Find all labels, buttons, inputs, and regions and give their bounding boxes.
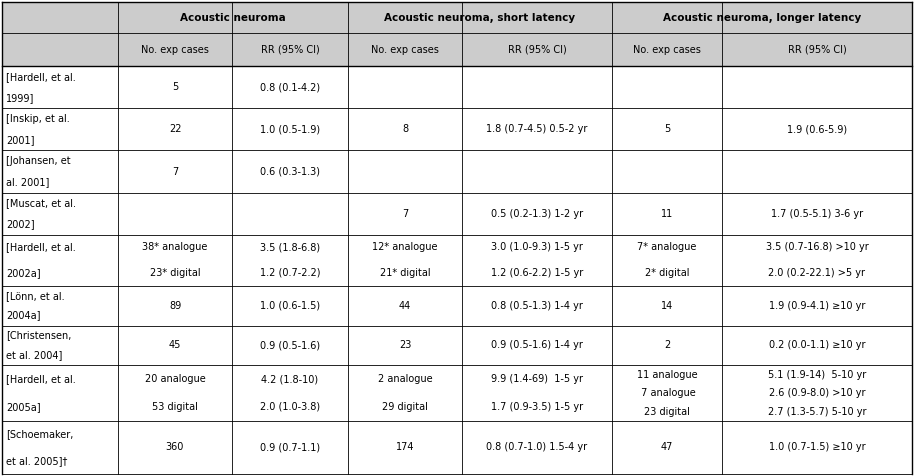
Text: 0.8 (0.1-4.2): 0.8 (0.1-4.2) bbox=[260, 82, 320, 92]
Bar bbox=[2, 33, 912, 66]
Text: Acoustic neuroma: Acoustic neuroma bbox=[180, 12, 286, 22]
Text: 0.9 (0.5-1.6) 1-4 yr: 0.9 (0.5-1.6) 1-4 yr bbox=[491, 340, 583, 350]
Text: 2* digital: 2* digital bbox=[644, 268, 689, 278]
Text: 23* digital: 23* digital bbox=[150, 268, 200, 278]
Text: 2002a]: 2002a] bbox=[6, 268, 40, 278]
Text: 174: 174 bbox=[396, 442, 414, 452]
Text: Acoustic neuroma, longer latency: Acoustic neuroma, longer latency bbox=[663, 12, 861, 22]
Text: al. 2001]: al. 2001] bbox=[6, 177, 49, 187]
Text: 23 digital: 23 digital bbox=[644, 407, 690, 416]
Text: 2: 2 bbox=[664, 340, 670, 350]
Text: [Schoemaker,: [Schoemaker, bbox=[6, 429, 73, 439]
Text: 2.0 (0.2-22.1) >5 yr: 2.0 (0.2-22.1) >5 yr bbox=[769, 268, 866, 278]
Text: 3.5 (1.8-6.8): 3.5 (1.8-6.8) bbox=[260, 242, 320, 252]
Text: 89: 89 bbox=[169, 300, 181, 310]
Text: 23: 23 bbox=[399, 340, 411, 350]
Text: 1.8 (0.7-4.5) 0.5-2 yr: 1.8 (0.7-4.5) 0.5-2 yr bbox=[486, 124, 588, 134]
Text: [Inskip, et al.: [Inskip, et al. bbox=[6, 114, 69, 124]
Text: 1.2 (0.7-2.2): 1.2 (0.7-2.2) bbox=[260, 268, 320, 278]
Text: [Christensen,: [Christensen, bbox=[6, 330, 71, 340]
Text: 3.0 (1.0-9.3) 1-5 yr: 3.0 (1.0-9.3) 1-5 yr bbox=[491, 242, 583, 252]
Text: 38* analogue: 38* analogue bbox=[143, 242, 207, 252]
Text: 29 digital: 29 digital bbox=[382, 402, 428, 412]
Text: 7: 7 bbox=[402, 208, 409, 218]
Text: RR (95% CI): RR (95% CI) bbox=[507, 45, 567, 55]
Text: 0.6 (0.3-1.3): 0.6 (0.3-1.3) bbox=[260, 167, 320, 177]
Text: [Hardell, et al.: [Hardell, et al. bbox=[6, 374, 76, 384]
Text: 1.7 (0.5-5.1) 3-6 yr: 1.7 (0.5-5.1) 3-6 yr bbox=[771, 208, 863, 218]
Text: 20 analogue: 20 analogue bbox=[144, 374, 206, 384]
Text: RR (95% CI): RR (95% CI) bbox=[788, 45, 846, 55]
Text: 2 analogue: 2 analogue bbox=[377, 374, 432, 384]
Text: 0.8 (0.5-1.3) 1-4 yr: 0.8 (0.5-1.3) 1-4 yr bbox=[491, 300, 583, 310]
Text: 0.5 (0.2-1.3) 1-2 yr: 0.5 (0.2-1.3) 1-2 yr bbox=[491, 208, 583, 218]
Text: 0.8 (0.7-1.0) 1.5-4 yr: 0.8 (0.7-1.0) 1.5-4 yr bbox=[486, 442, 588, 452]
Text: 12* analogue: 12* analogue bbox=[372, 242, 438, 252]
Text: 11: 11 bbox=[661, 208, 673, 218]
Text: 4.2 (1.8-10): 4.2 (1.8-10) bbox=[261, 374, 319, 384]
Text: 22: 22 bbox=[169, 124, 181, 134]
Text: 47: 47 bbox=[661, 442, 674, 452]
Text: 5.1 (1.9-14)  5-10 yr: 5.1 (1.9-14) 5-10 yr bbox=[768, 370, 866, 380]
Text: 11 analogue: 11 analogue bbox=[637, 370, 697, 380]
Text: 1.7 (0.9-3.5) 1-5 yr: 1.7 (0.9-3.5) 1-5 yr bbox=[491, 402, 583, 412]
Text: 7 analogue: 7 analogue bbox=[638, 388, 696, 398]
Text: [Hardell, et al.: [Hardell, et al. bbox=[6, 72, 76, 82]
Text: 8: 8 bbox=[402, 124, 408, 134]
Text: 44: 44 bbox=[399, 300, 411, 310]
Text: [Hardell, et al.: [Hardell, et al. bbox=[6, 242, 76, 252]
Text: 3.5 (0.7-16.8) >10 yr: 3.5 (0.7-16.8) >10 yr bbox=[766, 242, 868, 252]
Text: 2004a]: 2004a] bbox=[6, 310, 40, 320]
Text: RR (95% CI): RR (95% CI) bbox=[260, 45, 319, 55]
Text: [Johansen, et: [Johansen, et bbox=[6, 156, 70, 166]
Text: 0.2 (0.0-1.1) ≥10 yr: 0.2 (0.0-1.1) ≥10 yr bbox=[769, 340, 866, 350]
Text: 0.9 (0.7-1.1): 0.9 (0.7-1.1) bbox=[260, 442, 320, 452]
Text: 1.0 (0.6-1.5): 1.0 (0.6-1.5) bbox=[260, 300, 320, 310]
Text: 360: 360 bbox=[165, 442, 185, 452]
Text: 21* digital: 21* digital bbox=[379, 268, 430, 278]
Text: 1.9 (0.9-4.1) ≥10 yr: 1.9 (0.9-4.1) ≥10 yr bbox=[769, 300, 866, 310]
Text: 53 digital: 53 digital bbox=[152, 402, 198, 412]
Text: 14: 14 bbox=[661, 300, 673, 310]
Text: 0.9 (0.5-1.6): 0.9 (0.5-1.6) bbox=[260, 340, 320, 350]
Text: No. exp cases: No. exp cases bbox=[371, 45, 439, 55]
Text: 1.0 (0.5-1.9): 1.0 (0.5-1.9) bbox=[260, 124, 320, 134]
Bar bbox=[2, 2, 912, 33]
Text: Acoustic neuroma, short latency: Acoustic neuroma, short latency bbox=[385, 12, 576, 22]
Text: et al. 2004]: et al. 2004] bbox=[6, 350, 62, 360]
Text: 5: 5 bbox=[664, 124, 670, 134]
Text: 9.9 (1.4-69)  1-5 yr: 9.9 (1.4-69) 1-5 yr bbox=[491, 374, 583, 384]
Text: 7: 7 bbox=[172, 167, 178, 177]
Text: [Lönn, et al.: [Lönn, et al. bbox=[6, 291, 65, 301]
Text: et al. 2005]†: et al. 2005]† bbox=[6, 456, 68, 466]
Text: No. exp cases: No. exp cases bbox=[633, 45, 701, 55]
Text: 7* analogue: 7* analogue bbox=[637, 242, 696, 252]
Text: 2001]: 2001] bbox=[6, 135, 35, 145]
Text: 2.0 (1.0-3.8): 2.0 (1.0-3.8) bbox=[260, 402, 320, 412]
Text: 1999]: 1999] bbox=[6, 93, 35, 103]
Text: 2002]: 2002] bbox=[6, 219, 35, 229]
Text: 5: 5 bbox=[172, 82, 178, 92]
Text: [Muscat, et al.: [Muscat, et al. bbox=[6, 198, 76, 208]
Text: 45: 45 bbox=[169, 340, 181, 350]
Text: No. exp cases: No. exp cases bbox=[141, 45, 209, 55]
Text: 2005a]: 2005a] bbox=[6, 402, 40, 412]
Text: 1.2 (0.6-2.2) 1-5 yr: 1.2 (0.6-2.2) 1-5 yr bbox=[491, 268, 583, 278]
Text: 1.9 (0.6-5.9): 1.9 (0.6-5.9) bbox=[787, 124, 847, 134]
Text: 2.6 (0.9-8.0) >10 yr: 2.6 (0.9-8.0) >10 yr bbox=[769, 388, 866, 398]
Text: 2.7 (1.3-5.7) 5-10 yr: 2.7 (1.3-5.7) 5-10 yr bbox=[768, 407, 866, 416]
Text: 1.0 (0.7-1.5) ≥10 yr: 1.0 (0.7-1.5) ≥10 yr bbox=[769, 442, 866, 452]
